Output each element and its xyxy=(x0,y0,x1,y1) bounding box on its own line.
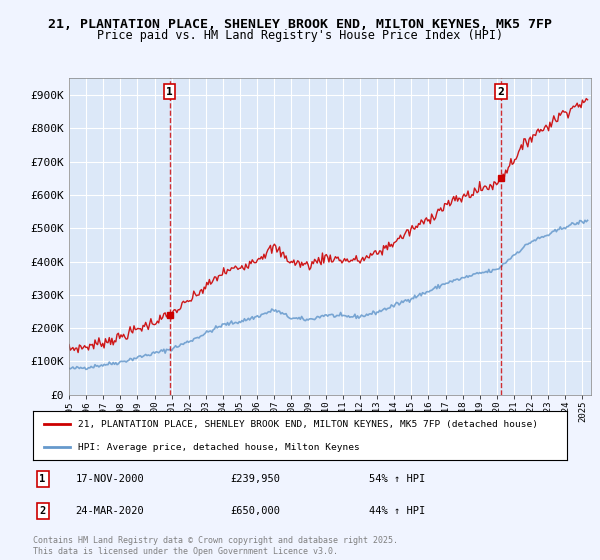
Text: 2014: 2014 xyxy=(389,400,398,422)
Text: 1997: 1997 xyxy=(99,400,108,422)
Text: 21, PLANTATION PLACE, SHENLEY BROOK END, MILTON KEYNES, MK5 7FP (detached house): 21, PLANTATION PLACE, SHENLEY BROOK END,… xyxy=(79,420,538,429)
Text: £650,000: £650,000 xyxy=(230,506,281,516)
Text: 2019: 2019 xyxy=(475,400,484,422)
Text: 2016: 2016 xyxy=(424,400,433,422)
Text: 2000: 2000 xyxy=(150,400,159,422)
Text: 2002: 2002 xyxy=(184,400,193,422)
Text: 1996: 1996 xyxy=(82,400,91,422)
Text: 1999: 1999 xyxy=(133,400,142,422)
Text: 1: 1 xyxy=(166,87,173,97)
Text: 1998: 1998 xyxy=(116,400,125,422)
Text: 2024: 2024 xyxy=(561,400,570,422)
Text: 2013: 2013 xyxy=(373,400,382,422)
Text: 2010: 2010 xyxy=(321,400,330,422)
Text: 44% ↑ HPI: 44% ↑ HPI xyxy=(370,506,425,516)
Text: 54% ↑ HPI: 54% ↑ HPI xyxy=(370,474,425,484)
Text: 2004: 2004 xyxy=(218,400,227,422)
Text: 2003: 2003 xyxy=(202,400,211,422)
Text: 2001: 2001 xyxy=(167,400,176,422)
Text: Price paid vs. HM Land Registry's House Price Index (HPI): Price paid vs. HM Land Registry's House … xyxy=(97,29,503,42)
Text: 2025: 2025 xyxy=(578,400,587,422)
Text: 1995: 1995 xyxy=(65,400,74,422)
Text: Contains HM Land Registry data © Crown copyright and database right 2025.
This d: Contains HM Land Registry data © Crown c… xyxy=(33,536,398,556)
Text: £239,950: £239,950 xyxy=(230,474,281,484)
Text: 2009: 2009 xyxy=(304,400,313,422)
Text: HPI: Average price, detached house, Milton Keynes: HPI: Average price, detached house, Milt… xyxy=(79,442,360,451)
Text: 2006: 2006 xyxy=(253,400,262,422)
Text: 2017: 2017 xyxy=(441,400,450,422)
Text: 2022: 2022 xyxy=(527,400,536,422)
Text: 24-MAR-2020: 24-MAR-2020 xyxy=(76,506,145,516)
Text: 2: 2 xyxy=(40,506,46,516)
Text: 2012: 2012 xyxy=(355,400,364,422)
Text: 21, PLANTATION PLACE, SHENLEY BROOK END, MILTON KEYNES, MK5 7FP: 21, PLANTATION PLACE, SHENLEY BROOK END,… xyxy=(48,18,552,31)
Text: 2005: 2005 xyxy=(236,400,245,422)
Text: 2018: 2018 xyxy=(458,400,467,422)
Text: 2015: 2015 xyxy=(407,400,416,422)
Text: 2008: 2008 xyxy=(287,400,296,422)
Text: 1: 1 xyxy=(40,474,46,484)
Text: 2023: 2023 xyxy=(544,400,553,422)
Text: 2021: 2021 xyxy=(509,400,518,422)
Text: 2007: 2007 xyxy=(270,400,279,422)
Text: 2020: 2020 xyxy=(493,400,502,422)
Text: 2: 2 xyxy=(497,87,504,97)
Text: 17-NOV-2000: 17-NOV-2000 xyxy=(76,474,145,484)
Text: 2011: 2011 xyxy=(338,400,347,422)
